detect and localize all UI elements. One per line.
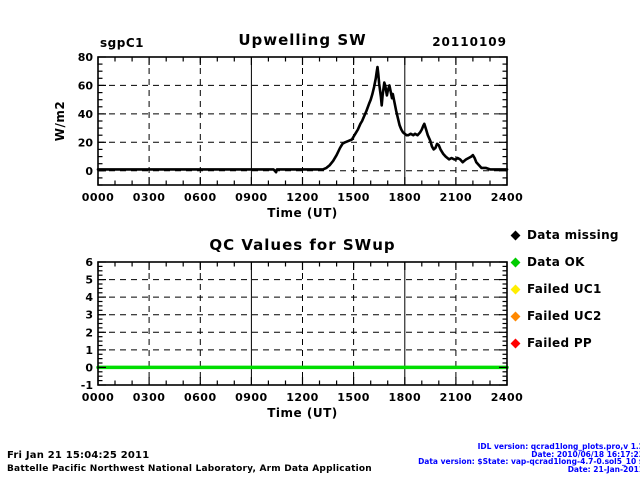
diamond-marker-icon xyxy=(510,284,521,294)
x-tick-label: 2100 xyxy=(440,391,473,404)
x-tick-label: 0300 xyxy=(133,191,166,204)
y-tick-label: 5 xyxy=(85,274,93,287)
organization-text: Battelle Pacific Northwest National Labo… xyxy=(7,464,372,474)
legend-label: Failed UC2 xyxy=(527,309,602,323)
y-tick-label: 0 xyxy=(85,165,93,178)
plot2-x-axis-title: Time (UT) xyxy=(267,406,338,420)
plot-border xyxy=(97,56,508,186)
x-tick-label: 0600 xyxy=(184,191,217,204)
x-tick-label: 0600 xyxy=(184,391,217,404)
legend-item-failed-pp: Failed PP xyxy=(510,336,619,350)
legend-item-data-missing: Data missing xyxy=(510,228,619,242)
x-tick-label: 1800 xyxy=(388,391,421,404)
date-label: 20110109 xyxy=(432,35,507,49)
x-tick-label: 1200 xyxy=(286,191,319,204)
diamond-marker-icon xyxy=(510,338,521,348)
legend-label: Failed PP xyxy=(527,336,593,350)
swup-data-line xyxy=(96,65,509,174)
x-tick-label: 2400 xyxy=(491,391,524,404)
x-tick-label: 0300 xyxy=(133,391,166,404)
x-tick-label: 0900 xyxy=(235,391,268,404)
diamond-marker-icon xyxy=(510,257,521,267)
version-info-block: IDL version: qcrad1long_plots.pro,v 1.2 … xyxy=(314,443,640,473)
x-tick-label: 0900 xyxy=(235,191,268,204)
y-tick-label: 80 xyxy=(78,51,94,64)
x-tick-label: 2400 xyxy=(491,191,524,204)
legend-label: Data missing xyxy=(527,228,619,242)
y-tick-label: -1 xyxy=(81,379,93,392)
y-tick-label: 2 xyxy=(85,326,93,339)
legend-item-data-ok: Data OK xyxy=(510,255,619,269)
x-tick-label: 1800 xyxy=(388,191,421,204)
plot1-y-axis-title: W/m2 xyxy=(53,100,67,142)
x-tick-label: 1200 xyxy=(286,391,319,404)
y-tick-label: 40 xyxy=(78,108,94,121)
plot1-title: Upwelling SW xyxy=(238,31,367,49)
site-label: sgpC1 xyxy=(100,36,144,50)
legend-label: Failed UC1 xyxy=(527,282,602,296)
y-tick-label: 6 xyxy=(85,256,93,269)
timestamp-text: Fri Jan 21 15:04:25 2011 xyxy=(7,450,150,461)
y-tick-label: 20 xyxy=(78,136,94,149)
y-tick-label: 60 xyxy=(78,79,94,92)
y-tick-label: 3 xyxy=(85,309,93,322)
diamond-marker-icon xyxy=(510,230,521,240)
process-date-text: Date: 21-Jan-2011 xyxy=(567,464,640,474)
plot2-title: QC Values for SWup xyxy=(209,236,396,254)
x-tick-label: 0000 xyxy=(82,191,115,204)
y-tick-label: 4 xyxy=(85,291,93,304)
diamond-marker-icon xyxy=(510,311,521,321)
y-tick-label: 1 xyxy=(85,344,93,357)
legend-item-failed-uc2: Failed UC2 xyxy=(510,309,619,323)
x-tick-label: 1500 xyxy=(337,191,370,204)
data-version-text: Data version: $State: vap-qcrad1long-4.7… xyxy=(418,457,640,466)
idl-date-text: Date: 2010/06/18 16:17:23 xyxy=(531,449,640,459)
x-tick-label: 1500 xyxy=(337,391,370,404)
plot1-x-axis-title: Time (UT) xyxy=(267,206,338,220)
x-tick-label: 2100 xyxy=(440,191,473,204)
legend-item-failed-uc1: Failed UC1 xyxy=(510,282,619,296)
qc-legend: Data missing Data OK Failed UC1 Failed U… xyxy=(510,228,619,364)
idl-version-text: IDL version: qcrad1long_plots.pro,v 1.2 xyxy=(477,442,640,451)
x-tick-label: 0000 xyxy=(82,391,115,404)
y-tick-label: 0 xyxy=(85,361,93,374)
legend-label: Data OK xyxy=(527,255,585,269)
